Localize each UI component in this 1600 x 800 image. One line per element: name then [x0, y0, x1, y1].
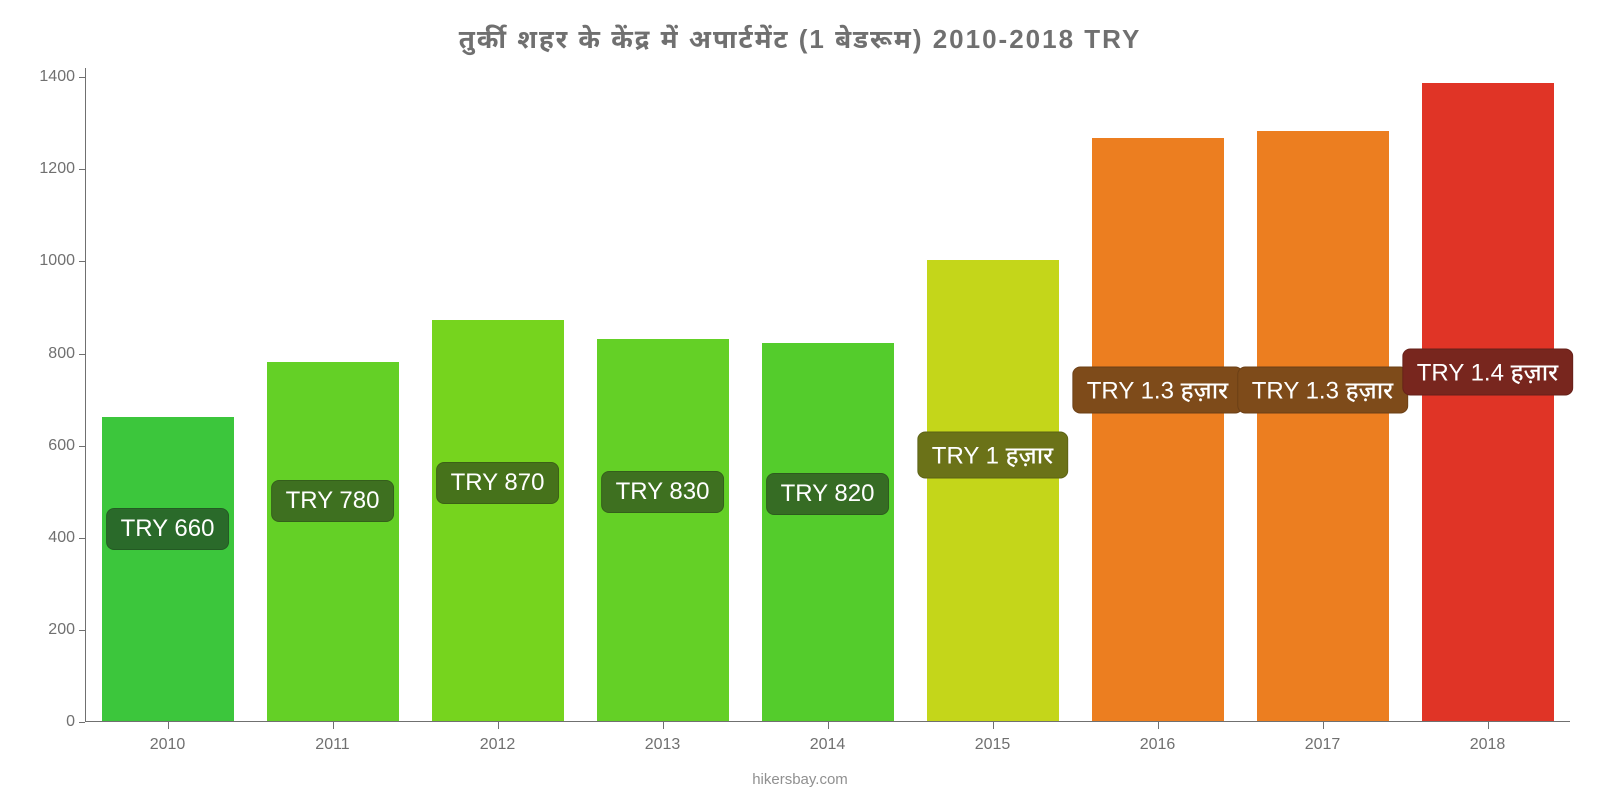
bar-slot: 2016TRY 1.3 हज़ार — [1075, 68, 1240, 722]
bar-slot: 2018TRY 1.4 हज़ार — [1405, 68, 1570, 722]
chart-title: तुर्की शहर के केंद्र में अपार्टमेंट (1 ब… — [0, 0, 1600, 64]
y-tick-label: 200 — [48, 621, 75, 639]
footer-credit: hikersbay.com — [0, 771, 1600, 788]
y-tick-mark — [79, 354, 85, 355]
x-tick-mark — [1323, 722, 1324, 729]
x-tick-label: 2013 — [645, 736, 681, 754]
value-badge: TRY 830 — [601, 471, 725, 513]
x-tick-label: 2010 — [150, 736, 186, 754]
bar — [1422, 83, 1554, 721]
x-tick-mark — [1158, 722, 1159, 729]
bar — [927, 260, 1059, 721]
bar-slot: 2015TRY 1 हज़ार — [910, 68, 1075, 722]
y-tick-label: 1400 — [39, 68, 75, 86]
x-tick-label: 2014 — [810, 736, 846, 754]
bar-slot: 2012TRY 870 — [415, 68, 580, 722]
bar — [102, 417, 234, 721]
y-tick-mark — [79, 722, 85, 723]
x-tick-mark — [663, 722, 664, 729]
value-badge: TRY 780 — [271, 480, 395, 522]
bar-slot: 2010TRY 660 — [85, 68, 250, 722]
x-tick-label: 2012 — [480, 736, 516, 754]
bar — [432, 320, 564, 721]
value-badge: TRY 1.3 हज़ार — [1237, 367, 1408, 414]
bar-slot: 2014TRY 820 — [745, 68, 910, 722]
x-tick-mark — [498, 722, 499, 729]
bar-slot: 2017TRY 1.3 हज़ार — [1240, 68, 1405, 722]
x-tick-label: 2018 — [1470, 736, 1506, 754]
bar-slot: 2013TRY 830 — [580, 68, 745, 722]
bar — [762, 343, 894, 721]
bar — [267, 362, 399, 721]
bar — [597, 339, 729, 721]
y-tick-mark — [79, 538, 85, 539]
value-badge: TRY 1.3 हज़ार — [1072, 367, 1243, 414]
plot-area: 2010TRY 6602011TRY 7802012TRY 8702013TRY… — [85, 68, 1570, 722]
x-tick-mark — [333, 722, 334, 729]
y-tick-mark — [79, 261, 85, 262]
x-tick-mark — [993, 722, 994, 729]
value-badge: TRY 820 — [766, 473, 890, 515]
x-tick-mark — [168, 722, 169, 729]
x-tick-label: 2011 — [315, 736, 349, 754]
y-tick-label: 1200 — [39, 160, 75, 178]
x-tick-label: 2015 — [975, 736, 1011, 754]
value-badge: TRY 1.4 हज़ार — [1402, 348, 1573, 395]
value-badge: TRY 1 हज़ार — [917, 431, 1068, 478]
bar-slot: 2011TRY 780 — [250, 68, 415, 722]
y-tick-label: 400 — [48, 529, 75, 547]
y-tick-label: 600 — [48, 437, 75, 455]
x-tick-label: 2016 — [1140, 736, 1176, 754]
y-tick-label: 800 — [48, 345, 75, 363]
value-badge: TRY 870 — [436, 462, 560, 504]
y-tick-mark — [79, 446, 85, 447]
y-tick-label: 0 — [66, 713, 75, 731]
y-tick-label: 1000 — [39, 252, 75, 270]
bar — [1257, 131, 1389, 721]
chart-area: 2010TRY 6602011TRY 7802012TRY 8702013TRY… — [85, 68, 1570, 722]
bar — [1092, 138, 1224, 721]
x-tick-mark — [1488, 722, 1489, 729]
y-tick-mark — [79, 77, 85, 78]
y-tick-mark — [79, 169, 85, 170]
value-badge: TRY 660 — [106, 508, 230, 550]
y-tick-mark — [79, 630, 85, 631]
x-tick-mark — [828, 722, 829, 729]
x-tick-label: 2017 — [1305, 736, 1341, 754]
bars-row: 2010TRY 6602011TRY 7802012TRY 8702013TRY… — [85, 68, 1570, 722]
